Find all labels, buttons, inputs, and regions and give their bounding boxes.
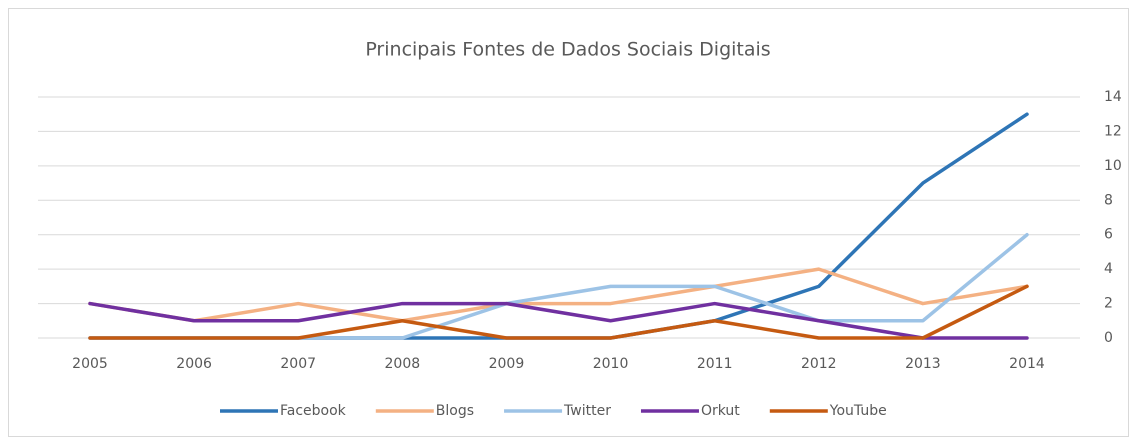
y-tick-label: 14 — [1104, 89, 1122, 105]
y-tick-label: 4 — [1104, 261, 1113, 277]
y-tick-label: 8 — [1104, 192, 1113, 208]
x-tick-label: 2008 — [385, 356, 421, 372]
x-tick-label: 2011 — [697, 356, 733, 372]
legend-label: Blogs — [436, 403, 474, 419]
series-line — [88, 301, 1029, 340]
y-tick-label: 6 — [1104, 227, 1113, 243]
series-line — [88, 267, 1029, 323]
chart-border — [8, 8, 1129, 437]
y-tick-label: 2 — [1104, 296, 1113, 312]
legend-label: YouTube — [829, 403, 887, 419]
legend-label: Facebook — [280, 403, 347, 419]
x-tick-label: 2012 — [801, 356, 837, 372]
series-line — [88, 284, 1029, 340]
x-tick-label: 2006 — [176, 356, 212, 372]
y-tick-label: 12 — [1104, 123, 1122, 139]
x-tick-label: 2007 — [280, 356, 316, 372]
y-tick-label: 10 — [1104, 158, 1122, 174]
x-tick-label: 2005 — [72, 356, 108, 372]
legend-label: Orkut — [701, 403, 740, 419]
chart-title: Principais Fontes de Dados Sociais Digit… — [365, 39, 770, 61]
x-tick-label: 2013 — [905, 356, 941, 372]
x-tick-label: 2010 — [593, 356, 629, 372]
y-tick-label: 0 — [1104, 330, 1113, 346]
x-tick-label: 2009 — [489, 356, 525, 372]
legend-label: Twitter — [563, 403, 611, 419]
x-tick-label: 2014 — [1009, 356, 1045, 372]
